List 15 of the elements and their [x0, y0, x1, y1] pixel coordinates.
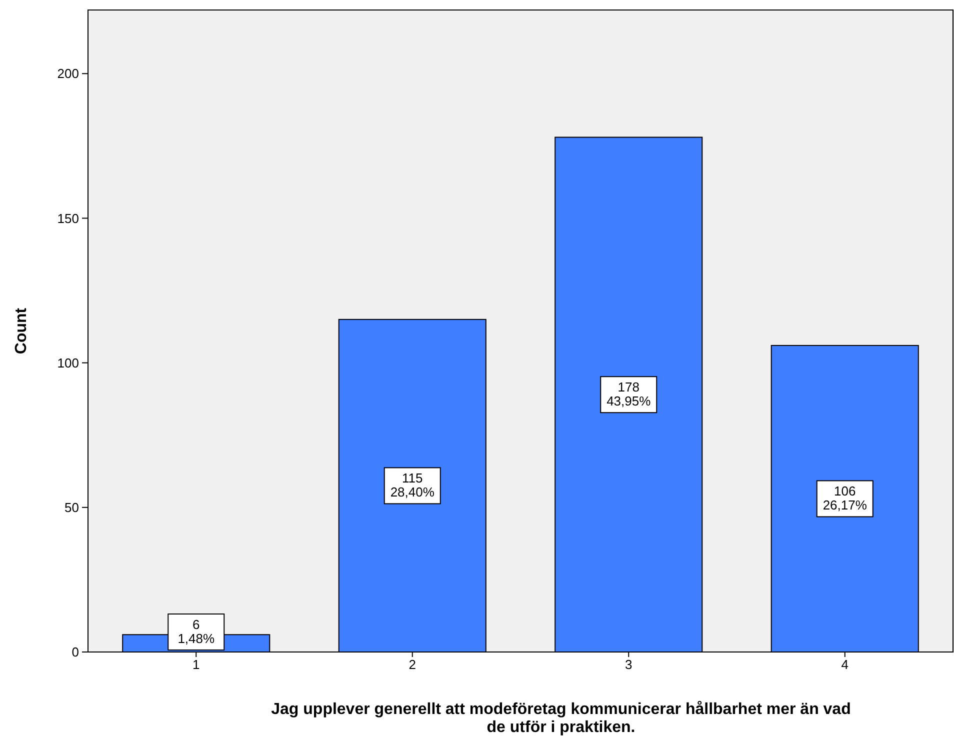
data-label: 178 43,95%	[606, 380, 652, 409]
data-label: 6 1,48%	[178, 617, 215, 646]
x-tick-label: 2	[408, 657, 416, 672]
y-tick-label: 200	[57, 66, 79, 82]
data-label: 115 28,40%	[390, 470, 435, 500]
x-tick-label: 4	[841, 657, 848, 672]
y-tick-label: 0	[72, 644, 79, 660]
x-tick-label: 3	[625, 657, 632, 672]
y-tick-label: 50	[64, 500, 79, 515]
x-axis-title: Jag upplever generellt att modeföretag kommunicerar hållbarhet mer än vad de utför i praktiken.	[271, 700, 851, 736]
data-label: 106 26,17%	[822, 484, 868, 513]
y-tick-label: 150	[57, 210, 79, 226]
y-tick-label: 100	[57, 355, 79, 370]
y-axis-title: Count	[13, 307, 30, 354]
x-tick-label: 1	[192, 657, 200, 672]
